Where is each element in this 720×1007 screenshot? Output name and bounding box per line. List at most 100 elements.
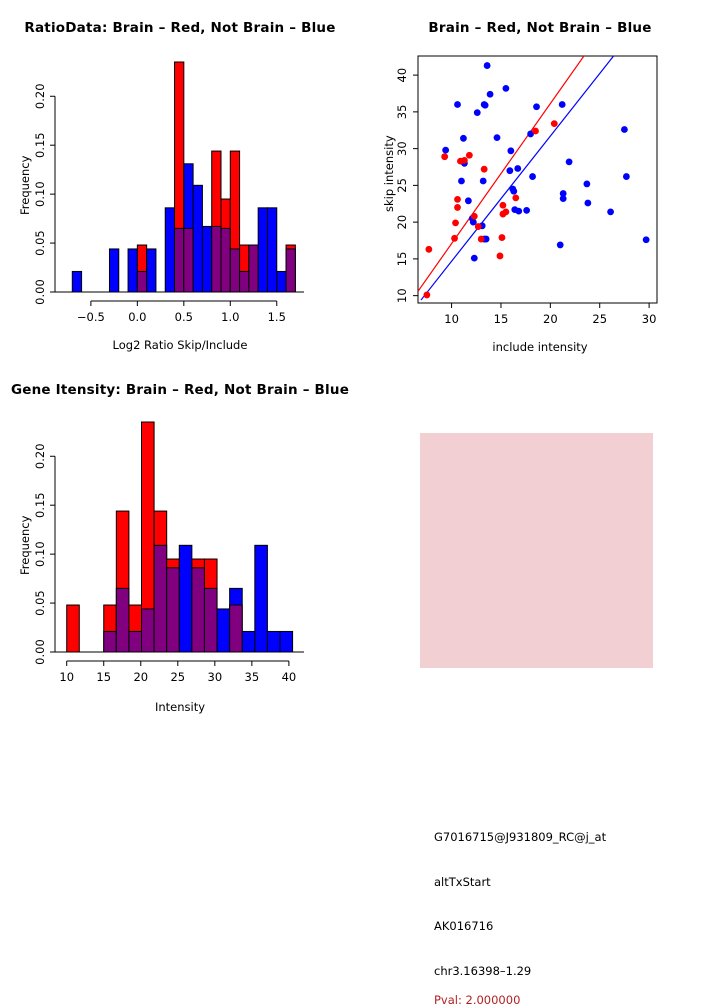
x-axis-tick-label: 15 <box>494 312 509 326</box>
data-point <box>480 165 488 173</box>
histogram-bar <box>266 207 278 293</box>
x-axis-tick-label: 15 <box>96 670 111 684</box>
ratio-histogram-ylabel: Frequency <box>18 155 32 215</box>
gene-histogram-title: Gene Itensity: Brain – Red, Not Brain – … <box>10 382 350 398</box>
histogram-bar-overlap <box>141 608 155 653</box>
scatter-xlabel: include intensity <box>492 340 588 354</box>
svg-ratio-bars <box>71 61 296 293</box>
y-axis-tick-label: 30 <box>395 141 409 156</box>
data-point <box>441 153 449 161</box>
histogram-bar-overlap <box>248 244 259 293</box>
gene-histogram-panel: Gene Itensity: Brain – Red, Not Brain – … <box>0 360 360 720</box>
data-point <box>622 173 630 180</box>
data-point <box>498 234 506 241</box>
histogram-bar <box>66 604 80 653</box>
histogram-bar-overlap <box>174 227 185 293</box>
event-type-label: altTxStart <box>434 875 491 889</box>
data-point <box>559 190 567 197</box>
data-point <box>486 90 494 98</box>
data-point <box>452 219 459 227</box>
scatter-title: Brain – Red, Not Brain – Blue <box>428 20 652 36</box>
data-point <box>473 109 481 117</box>
x-axis-tick-label: 1.5 <box>268 310 286 324</box>
data-point <box>529 173 536 180</box>
histogram-bar-overlap <box>211 225 222 293</box>
x-axis-tick-label: 30 <box>208 670 223 684</box>
data-point <box>483 62 491 69</box>
data-point <box>558 101 566 108</box>
data-point <box>499 201 507 209</box>
data-point <box>559 195 567 203</box>
x-axis-tick-label: 10 <box>59 670 74 684</box>
x-axis-tick-label: −0.5 <box>77 310 105 324</box>
data-point <box>469 218 477 226</box>
data-point <box>512 194 520 202</box>
regression-line-brain-fit <box>418 56 585 292</box>
histogram-bar-overlap <box>103 630 117 653</box>
x-axis-tick-label: 40 <box>282 670 297 684</box>
y-axis-tick-label: 0.15 <box>33 132 47 158</box>
data-point <box>502 84 510 92</box>
histogram-bar-overlap <box>136 270 148 293</box>
histogram-bar <box>127 248 138 293</box>
data-point <box>477 235 485 243</box>
x-axis-tick-label: 20 <box>133 670 148 684</box>
data-point <box>496 252 504 260</box>
histogram-bar <box>257 207 268 293</box>
y-axis-tick-label: 0.20 <box>33 83 47 109</box>
histogram-bar-overlap <box>229 248 241 293</box>
histogram-bar <box>71 270 83 293</box>
data-point <box>470 212 478 220</box>
data-point <box>583 180 591 188</box>
histogram-bar <box>254 544 268 653</box>
data-point <box>479 177 487 185</box>
data-point <box>442 146 450 154</box>
x-axis-tick-label: 0.5 <box>175 310 193 324</box>
accession-label: AK016716 <box>434 919 494 933</box>
y-axis-tick-label: 0.10 <box>33 541 47 567</box>
data-point <box>523 206 531 214</box>
y-axis-tick-label: 0.05 <box>33 590 47 616</box>
data-point <box>465 151 473 159</box>
histogram-bar-overlap <box>191 567 205 653</box>
scatter-ylabel: skip intensity <box>382 135 396 212</box>
scatter-content <box>418 56 650 301</box>
annotation-box <box>420 433 653 668</box>
data-point <box>510 187 518 195</box>
histogram-bar-overlap <box>239 270 250 293</box>
data-point <box>515 207 523 215</box>
histogram-bar <box>201 225 213 293</box>
data-point <box>458 177 465 185</box>
data-point <box>481 101 489 109</box>
histogram-bar <box>146 248 157 293</box>
data-point <box>642 236 650 244</box>
data-point <box>502 208 510 216</box>
plot-box <box>417 55 658 304</box>
regression-line-not-brain-fit <box>420 56 615 301</box>
histogram-bar <box>241 630 256 653</box>
histogram-bar <box>178 544 193 653</box>
data-point <box>514 165 522 172</box>
pval-label: Pval: 2.000000 <box>434 993 521 1007</box>
histogram-bar <box>216 608 231 653</box>
histogram-bar-overlap <box>285 248 296 293</box>
data-point <box>607 208 614 216</box>
data-point <box>493 134 501 141</box>
data-point <box>464 197 472 205</box>
data-point <box>584 199 592 207</box>
data-point <box>454 101 461 108</box>
x-axis-tick-label: 1.0 <box>221 310 239 324</box>
locus-label: chr3.16398–1.29 <box>434 964 532 978</box>
histogram-bar-overlap <box>128 630 143 653</box>
data-point <box>460 134 467 142</box>
gene-histogram-xlabel: Intensity <box>154 700 206 714</box>
y-axis-tick-label: 35 <box>395 105 409 120</box>
x-axis-tick-label: 25 <box>170 670 185 684</box>
histogram-bar-overlap <box>166 567 180 653</box>
histogram-bar-overlap <box>203 587 218 653</box>
y-axis-tick-label: 20 <box>395 215 409 230</box>
data-point <box>507 147 515 155</box>
histogram-bar <box>279 630 294 653</box>
y-axis-tick-label: 10 <box>395 288 409 303</box>
histogram-bar <box>266 630 281 653</box>
